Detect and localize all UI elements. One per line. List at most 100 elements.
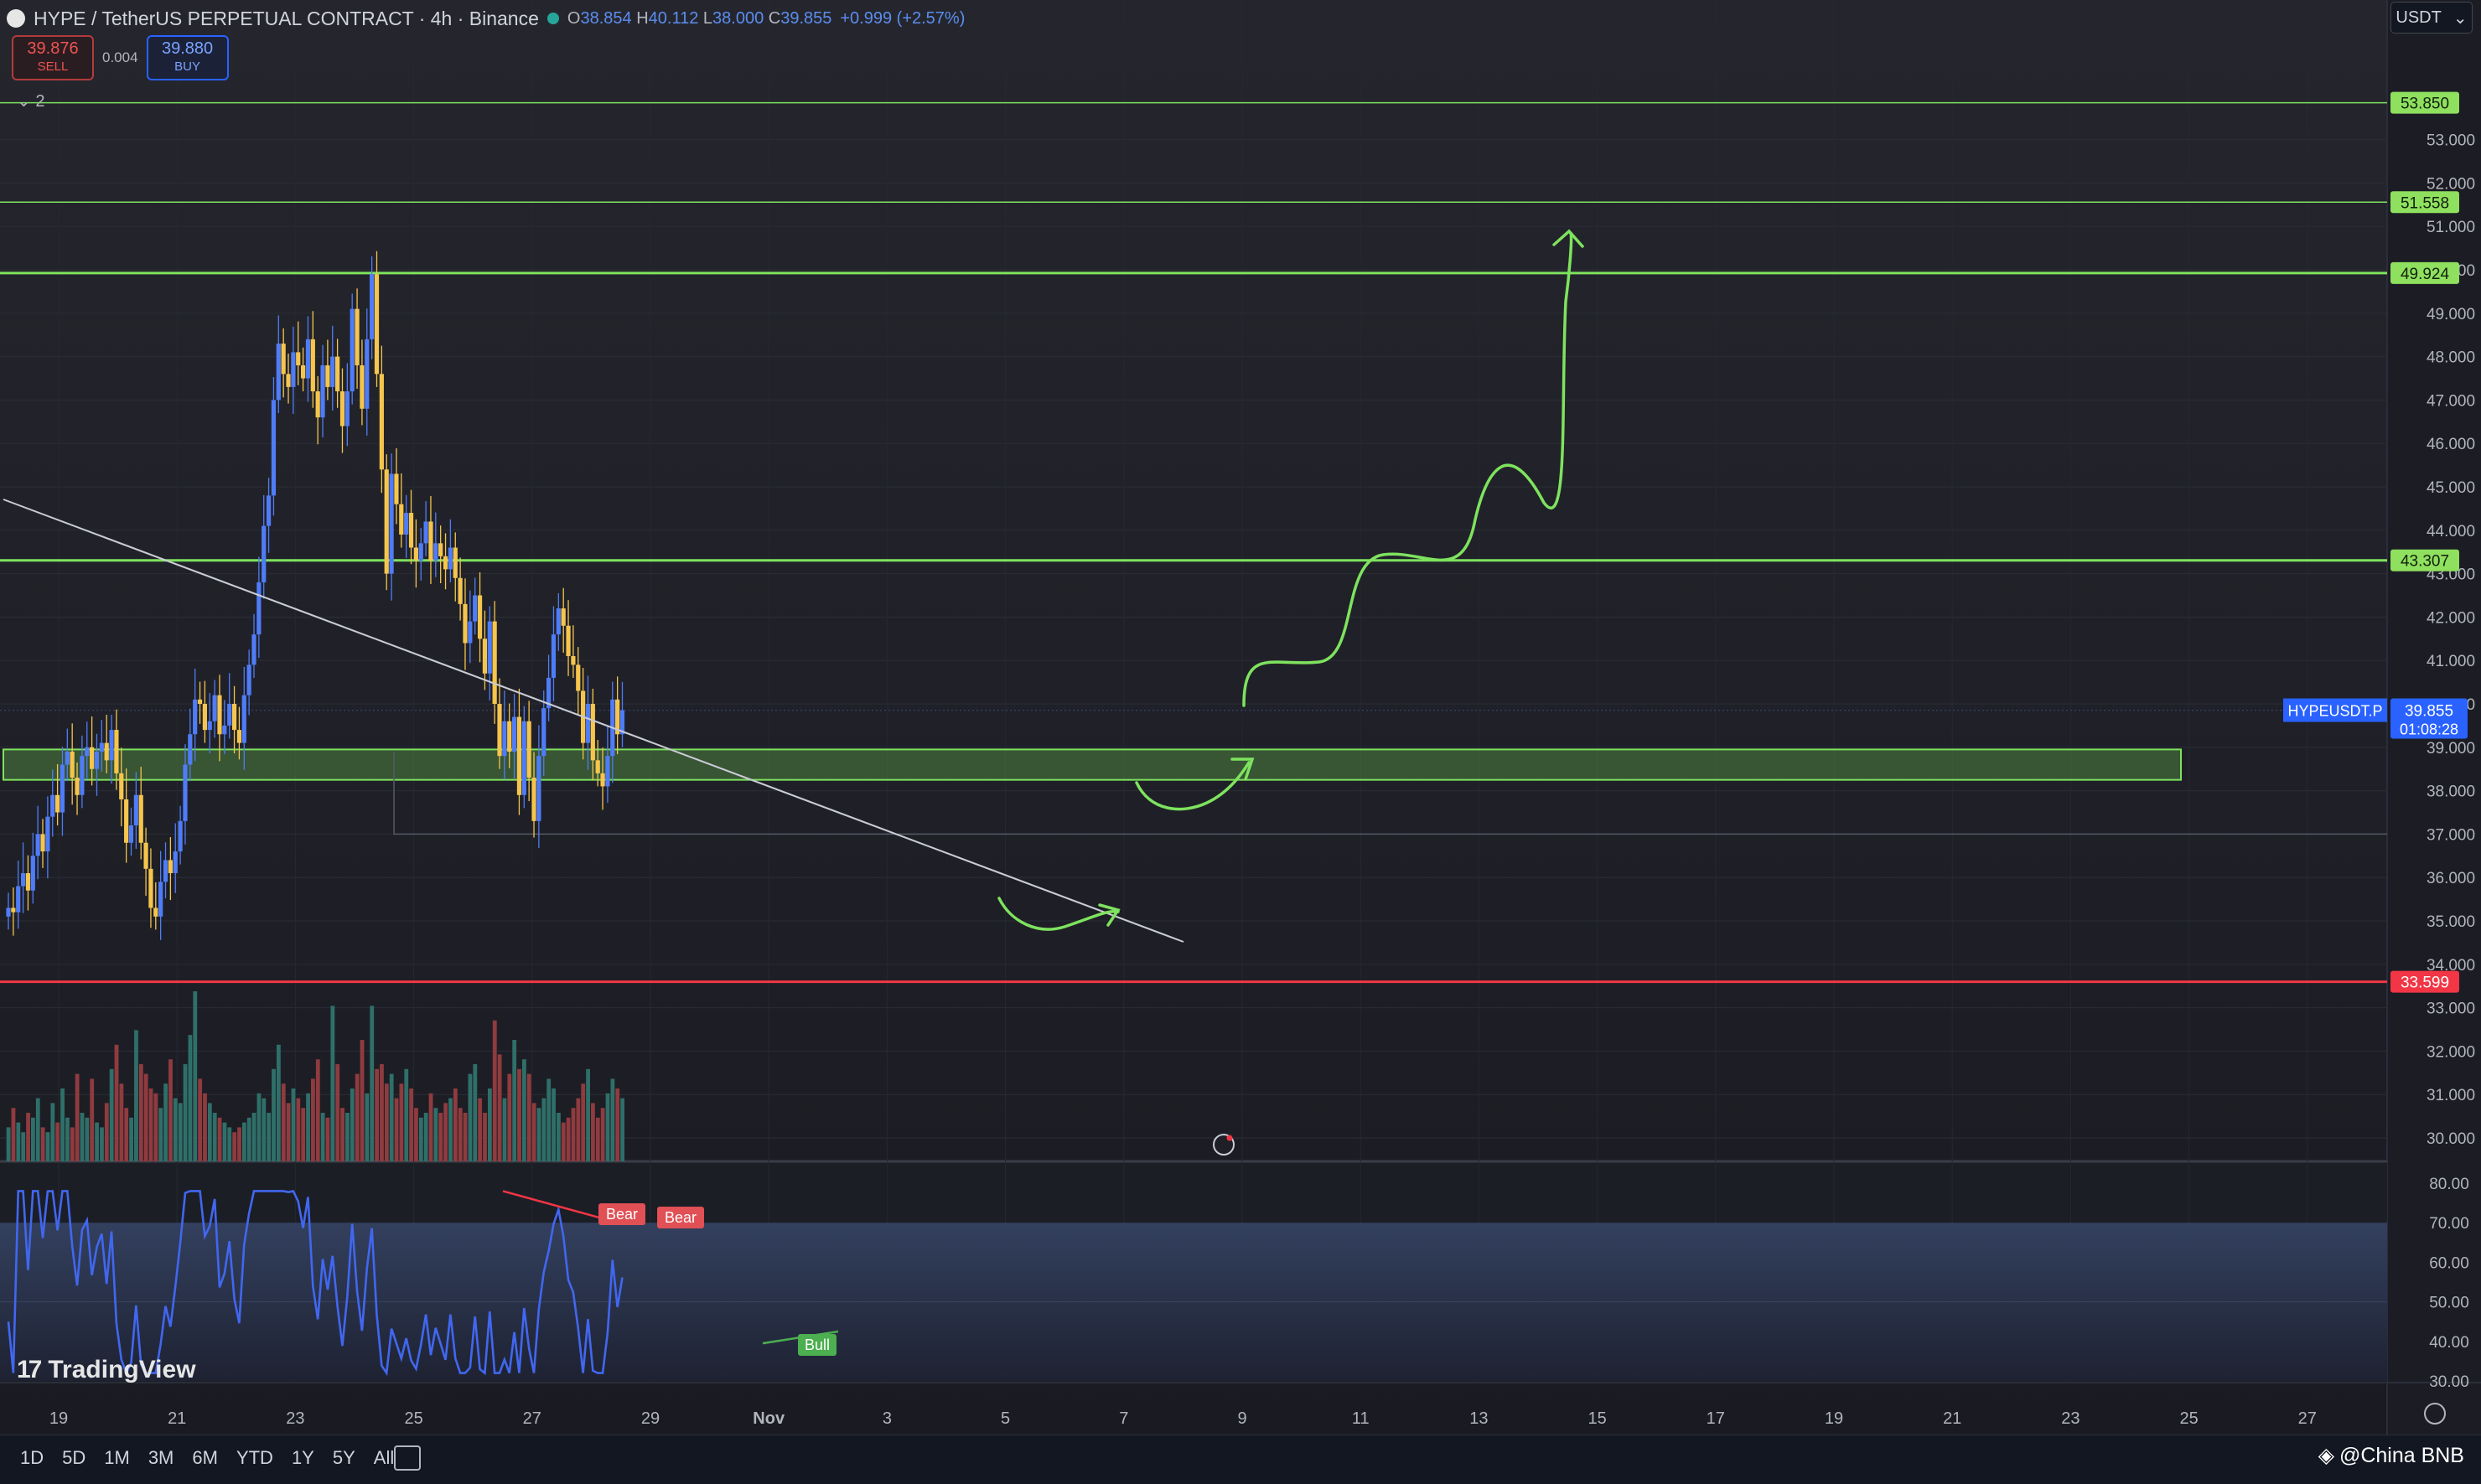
volume-bar	[483, 1113, 487, 1161]
time-tick-label: 25	[404, 1409, 422, 1428]
range-button-5y[interactable]: 5Y	[332, 1447, 355, 1468]
candle-body	[546, 677, 552, 709]
range-button-6m[interactable]: 6M	[192, 1447, 218, 1468]
range-button-ytd[interactable]: YTD	[236, 1447, 273, 1468]
candle-body	[477, 595, 483, 639]
volume-bar	[70, 1127, 75, 1161]
volume-bar	[365, 1093, 370, 1161]
currency-select[interactable]: USDT ⌄	[2390, 2, 2473, 34]
volume-bar	[497, 1054, 502, 1161]
volume-bar	[31, 1117, 35, 1161]
gear-icon[interactable]	[2424, 1403, 2446, 1425]
price-tick-label: 44.000	[2427, 523, 2475, 540]
candle-body	[551, 634, 557, 678]
time-tick-label: 13	[1469, 1409, 1488, 1428]
volume-bar	[340, 1108, 344, 1161]
volume-bar	[438, 1113, 443, 1161]
range-button-1d[interactable]: 1D	[20, 1447, 44, 1468]
bar-countdown-label: 01:08:28	[2400, 721, 2458, 738]
candle-body	[207, 721, 212, 731]
bear-label: Bear	[606, 1206, 638, 1223]
volume-bar	[286, 1103, 291, 1161]
range-button-1y[interactable]: 1Y	[291, 1447, 314, 1468]
symbol-name-label: HYPEUSDT.P	[2287, 703, 2382, 720]
candle-body	[556, 608, 561, 635]
time-tick-label: 29	[641, 1409, 660, 1428]
volume-bar	[487, 1088, 492, 1161]
time-tick-label: 3	[883, 1409, 892, 1428]
volume-bar	[566, 1117, 571, 1161]
tradingview-logo[interactable]: 17 TradingView	[17, 1356, 196, 1383]
range-button-3m[interactable]: 3M	[148, 1447, 174, 1468]
volume-bar	[222, 1122, 227, 1161]
level-price-label: 53.850	[2401, 96, 2449, 113]
volume-bar	[595, 1117, 600, 1161]
volume-bar	[335, 1064, 340, 1161]
range-selector: 1D 5D 1M 3M 6M YTD 1Y 5Y All	[20, 1447, 394, 1469]
volume-bar	[100, 1127, 104, 1161]
candle-body	[85, 747, 90, 757]
spread-value: 0.004	[102, 49, 138, 65]
candle-body	[511, 716, 517, 752]
time-tick-label: 23	[286, 1409, 304, 1428]
volume-bar	[433, 1108, 438, 1161]
candle-body	[99, 742, 104, 752]
volume-bar	[227, 1127, 232, 1161]
candle-body	[595, 760, 600, 773]
candle-body	[20, 873, 26, 887]
volume-bar	[272, 1068, 276, 1161]
volume-bar	[256, 1093, 262, 1161]
price-chart[interactable]: Bear Bear Bull 30.000 31.000 32.000 33.000 34.…	[0, 0, 2481, 1435]
volume-bar	[423, 1113, 428, 1161]
candle-body	[365, 339, 370, 409]
volume-bar	[60, 1088, 65, 1161]
candle-body	[148, 868, 153, 908]
candle-body	[45, 816, 50, 852]
volume-bar	[581, 1083, 586, 1161]
volume-bar	[325, 1117, 330, 1161]
volume-bar	[311, 1078, 315, 1161]
candle-body	[128, 825, 134, 843]
candle-body	[133, 794, 138, 826]
volume-bar	[207, 1103, 212, 1161]
candle-body	[104, 742, 109, 761]
volume-bar	[246, 1117, 251, 1161]
candle-body	[325, 365, 330, 387]
candle-body	[153, 907, 158, 917]
price-tick-label: 33.000	[2427, 1001, 2475, 1018]
volume-bar	[360, 1040, 365, 1161]
volume-bar	[330, 1006, 335, 1161]
volume-bar	[21, 1132, 26, 1161]
chevron-down-icon: ⌄	[2453, 8, 2468, 28]
candle-body	[75, 778, 80, 795]
volume-bar	[355, 1073, 360, 1161]
candle-body	[168, 860, 173, 874]
volume-bar	[143, 1073, 148, 1161]
bull-label: Bull	[805, 1337, 830, 1353]
volume-bar	[409, 1088, 414, 1161]
candle-body	[301, 365, 306, 379]
candle-body	[305, 339, 311, 379]
range-button-5d[interactable]: 5D	[62, 1447, 86, 1468]
buy-button[interactable]: 39.880 BUY	[146, 35, 229, 80]
calendar-icon[interactable]	[394, 1445, 421, 1471]
time-tick-label: 9	[1237, 1409, 1246, 1428]
time-tick-label: 19	[49, 1409, 68, 1428]
range-button-1m[interactable]: 1M	[104, 1447, 130, 1468]
sell-button[interactable]: 39.876 SELL	[12, 35, 94, 80]
candle-body	[236, 730, 242, 743]
volume-bar	[345, 1113, 350, 1161]
price-tick-label: 46.000	[2427, 436, 2475, 453]
indicator-collapse-toggle[interactable]: ⌄ 2	[17, 92, 45, 111]
price-tick-label: 42.000	[2427, 609, 2475, 627]
volume-bar	[251, 1113, 256, 1161]
candle-body	[428, 521, 433, 561]
bounce-arrow	[1135, 761, 1251, 811]
level-price-tag	[2390, 970, 2459, 993]
candle-body	[389, 473, 394, 574]
symbol-title[interactable]: HYPE / TetherUS PERPETUAL CONTRACT · 4h …	[34, 7, 539, 29]
volume-bar	[526, 1073, 531, 1161]
candle-body	[526, 721, 531, 778]
candle-body	[339, 391, 345, 427]
range-button-all[interactable]: All	[373, 1447, 395, 1468]
